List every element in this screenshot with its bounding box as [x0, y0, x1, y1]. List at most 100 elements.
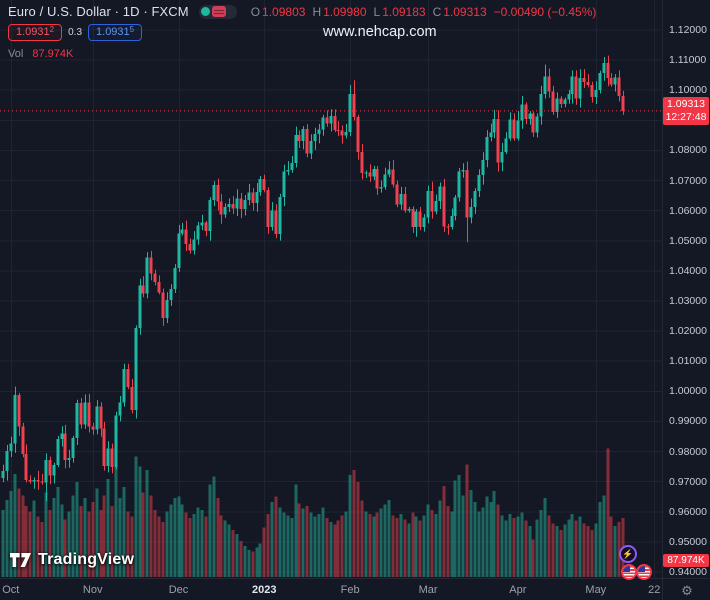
candle-body — [563, 99, 567, 105]
candle-body — [422, 217, 426, 228]
volume-bar — [56, 487, 60, 577]
volume-bar — [434, 514, 438, 577]
candle-body — [122, 369, 126, 403]
sell-bid-button[interactable]: 1.0931 2 — [8, 24, 63, 41]
candle-body — [313, 133, 317, 141]
price-axis[interactable]: 1.120001.110001.100001.090001.080001.070… — [662, 0, 710, 578]
price-axis-label: 1.06000 — [669, 204, 707, 217]
volume-bar — [609, 516, 613, 577]
volume-bar — [227, 524, 231, 577]
candle-body — [528, 113, 532, 119]
red-panel-icon — [211, 6, 226, 17]
us-flag-event-icon[interactable] — [621, 564, 637, 580]
candle-body — [169, 288, 173, 301]
volume-bar — [71, 495, 75, 577]
gear-icon[interactable]: ⚙ — [681, 582, 693, 598]
volume-bar — [21, 495, 25, 577]
candle-body — [282, 171, 286, 198]
candle-body — [40, 481, 44, 483]
candle-body — [262, 179, 266, 191]
time-axis-label: Oct — [2, 584, 20, 596]
candle-body — [582, 78, 586, 82]
price-axis-label: 1.08000 — [669, 144, 707, 157]
candle-body — [539, 93, 543, 117]
candle-body — [520, 104, 524, 121]
candle-body — [391, 169, 395, 185]
volume-bar — [169, 504, 173, 577]
site-watermark: www.nehcap.com — [323, 24, 437, 40]
candle-body — [442, 186, 446, 227]
candle-body — [91, 426, 95, 430]
volume-bar — [360, 500, 364, 577]
volume-bar — [418, 520, 422, 577]
candle-body — [102, 428, 106, 467]
volume-bar — [543, 497, 547, 577]
lightning-event-icon[interactable]: ⚡ — [619, 545, 637, 563]
symbol-title[interactable]: Euro / U.S. Dollar · 1D · FXCM — [8, 4, 189, 19]
volume-bar — [231, 530, 235, 577]
candle-body — [67, 458, 71, 460]
volume-bar — [5, 499, 9, 577]
volume-bar — [551, 523, 555, 577]
volume-bar — [496, 504, 500, 577]
candle-body — [333, 115, 337, 130]
us-flag-canton — [638, 566, 645, 572]
volume-bar — [126, 511, 130, 577]
candle-body — [231, 204, 235, 209]
volume-bar — [212, 476, 216, 577]
volume-bar — [301, 508, 305, 577]
volume-bar — [399, 514, 403, 577]
candle-body — [63, 433, 67, 460]
us-flag-event-icon[interactable] — [636, 564, 652, 580]
axis-corner[interactable]: ⚙ — [662, 578, 710, 600]
candle-body — [75, 402, 79, 439]
volume-bar — [446, 505, 450, 577]
candle-body — [87, 402, 91, 427]
candle-body — [95, 406, 99, 430]
volume-bar — [473, 501, 477, 577]
volume-bar — [258, 543, 262, 577]
volume-bar — [481, 507, 485, 577]
tradingview-watermark[interactable]: TradingView — [10, 551, 134, 569]
candle-body — [348, 93, 352, 132]
volume-bar — [563, 524, 567, 577]
low-value: 1.09183 — [382, 4, 426, 19]
candle-body — [161, 292, 165, 318]
volume-bar — [333, 524, 337, 577]
volume-bar — [606, 448, 610, 577]
price-axis-label: 1.02000 — [669, 325, 707, 338]
candle-body — [504, 138, 508, 152]
candle-body — [590, 84, 594, 98]
candle-body — [594, 90, 598, 98]
volume-bar — [297, 503, 301, 577]
market-status-toggle[interactable] — [198, 4, 237, 19]
price-axis-label: 0.98000 — [669, 445, 707, 458]
candle-body — [212, 185, 216, 200]
candle-body — [196, 225, 200, 240]
time-axis[interactable]: Oct Nov Dec 2023 Feb Mar Apr May 22 — [0, 578, 662, 600]
market-open-dot-icon — [200, 7, 210, 16]
volume-bar — [422, 515, 426, 577]
candle-body — [606, 63, 610, 79]
time-axis-label: 2023 — [252, 584, 277, 596]
volume-bar — [578, 516, 582, 577]
volume-bar — [130, 516, 134, 577]
candle-body — [5, 450, 9, 472]
legend-row-symbol: Euro / U.S. Dollar · 1D · FXCM O 1.09803 … — [8, 4, 596, 19]
candle-body — [180, 229, 184, 234]
volume-bar — [524, 520, 528, 577]
volume-bar — [282, 512, 286, 577]
candle-body — [9, 443, 13, 451]
buy-ask-button[interactable]: 1.0931 5 — [88, 24, 143, 41]
candle-body — [173, 267, 177, 289]
volume-bar — [200, 510, 204, 577]
candle-body — [598, 72, 602, 91]
volume-bar — [336, 520, 340, 577]
candle-body — [286, 170, 290, 172]
volume-bar — [313, 516, 317, 577]
price-axis-label: 1.10000 — [669, 84, 707, 97]
price-axis-label: 0.94000 — [669, 566, 707, 578]
close-value: 1.09313 — [443, 4, 487, 19]
volume-bar — [40, 522, 44, 577]
